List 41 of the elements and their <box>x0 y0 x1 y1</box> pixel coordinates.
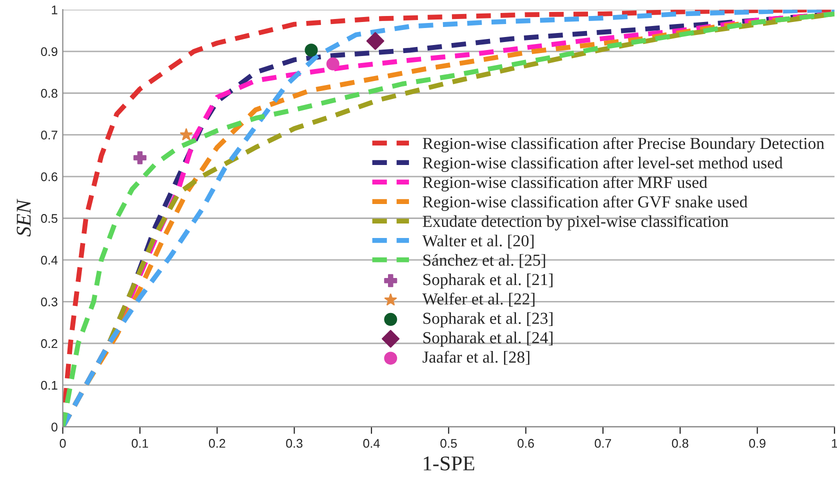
legend-label: Region-wise classification after Precise Boundary Detection <box>422 137 824 152</box>
y-tick-label: 0.3 <box>41 297 58 306</box>
y-tick-label: 0.6 <box>41 172 58 182</box>
point <box>304 44 318 57</box>
x-tick-label: 0.3 <box>286 438 302 448</box>
x-tick-label: 0.6 <box>518 438 534 448</box>
legend-label: Region-wise classification after GVF snake used <box>422 196 748 211</box>
x-tick-label: 0.2 <box>208 438 226 448</box>
legend-label: Walter et al. [20] <box>422 234 534 248</box>
legend-label: Region-wise classification after level-set method used <box>422 156 783 172</box>
legend-label: Welfer et al. [22] <box>422 292 534 307</box>
x-tick-label: 0 <box>60 438 66 448</box>
x-tick-label: 0.7 <box>594 438 612 448</box>
y-tick-label: 0.8 <box>41 88 58 98</box>
legend-label: Sopharak et al. [23] <box>423 312 552 328</box>
x-tick-label: 0.5 <box>440 438 457 448</box>
point <box>326 57 340 70</box>
x-axis-title: 1-SPE <box>424 456 474 470</box>
y-tick-label: 1 <box>52 6 58 14</box>
legend-label: Sopharak et al. [21] <box>423 273 552 289</box>
x-tick-label: 0.8 <box>672 438 688 448</box>
y-tick-label: 0.1 <box>41 380 58 390</box>
y-tick-label: 0 <box>51 422 58 432</box>
x-tick-label: 0.9 <box>749 438 766 448</box>
point <box>180 128 192 140</box>
legend-label: Region-wise classification after MRF used <box>422 176 708 192</box>
legend-label: Exudate detection by pixel-wise classification <box>422 215 728 230</box>
x-tick-label: 1 <box>832 439 837 448</box>
y-axis-title: SEN <box>16 198 31 237</box>
legend-label: Sopharak et al. [24] <box>423 332 552 347</box>
x-tick-label: 0.1 <box>132 438 148 448</box>
point <box>366 32 384 50</box>
y-tick-label: 0.5 <box>41 214 58 223</box>
legend-label: Sánchez et al. [25] <box>423 254 546 268</box>
y-tick-label: 0.7 <box>41 130 58 140</box>
y-tick-label: 0.4 <box>41 256 58 265</box>
y-tick-label: 0.2 <box>41 339 58 348</box>
x-tick-label: 0.4 <box>363 438 380 448</box>
legend-label: Jaafar et al. [28] <box>422 350 530 365</box>
point <box>133 151 146 164</box>
y-tick-label: 0.9 <box>41 47 58 56</box>
